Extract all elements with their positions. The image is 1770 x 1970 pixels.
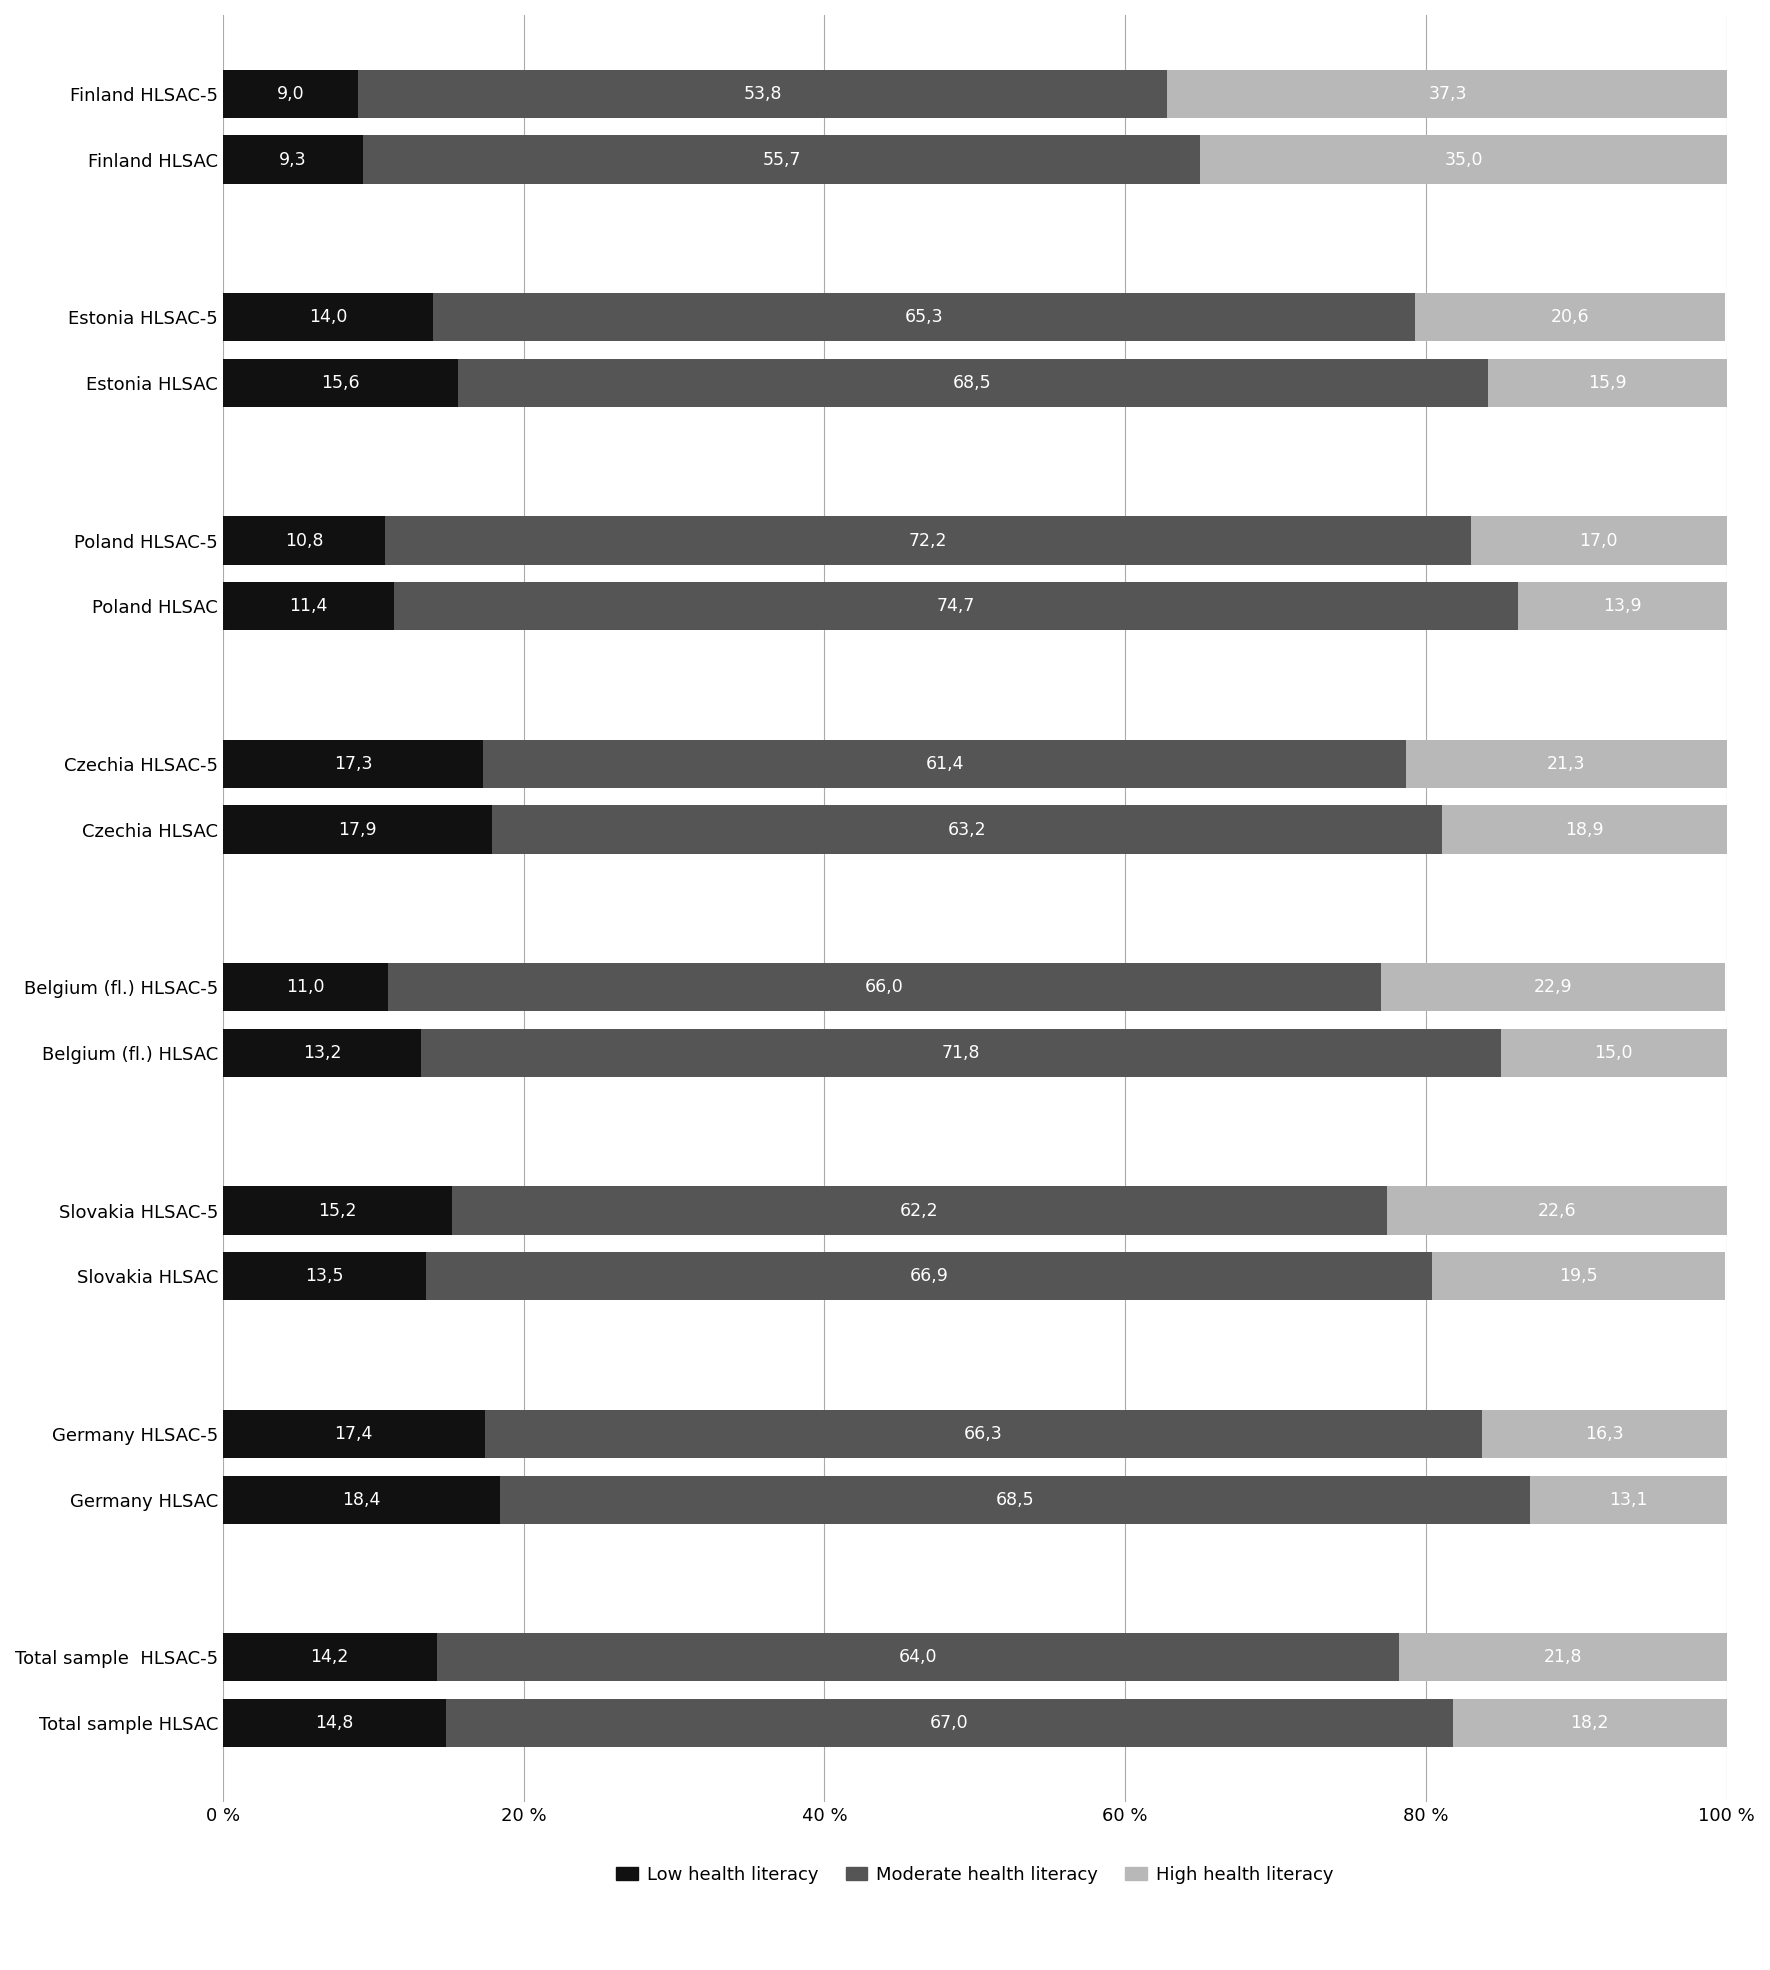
Bar	[223, 741, 483, 788]
Text: 35,0: 35,0	[1444, 150, 1483, 169]
Text: 61,4: 61,4	[926, 755, 965, 772]
Bar	[223, 136, 363, 183]
Text: 66,3: 66,3	[963, 1424, 1002, 1442]
Bar	[427, 1253, 1432, 1300]
Text: 68,5: 68,5	[995, 1491, 1034, 1509]
Bar	[223, 806, 492, 853]
Text: 74,7: 74,7	[936, 597, 975, 615]
Text: 17,4: 17,4	[335, 1424, 373, 1442]
Bar	[223, 1698, 446, 1747]
Bar	[1166, 69, 1728, 118]
Text: 13,1: 13,1	[1609, 1491, 1648, 1509]
Bar	[223, 581, 395, 630]
Text: 65,3: 65,3	[904, 307, 943, 327]
Legend: Low health literacy, Moderate health literacy, High health literacy: Low health literacy, Moderate health lit…	[609, 1858, 1340, 1891]
Text: 11,0: 11,0	[287, 979, 326, 997]
Text: 11,4: 11,4	[290, 597, 327, 615]
Bar	[485, 1411, 1481, 1458]
Bar	[437, 1633, 1398, 1680]
Text: 68,5: 68,5	[954, 374, 991, 392]
Bar	[499, 1476, 1529, 1523]
Text: 21,8: 21,8	[1543, 1649, 1582, 1667]
Text: 9,3: 9,3	[280, 150, 306, 169]
Text: 13,2: 13,2	[303, 1044, 342, 1062]
Bar	[1501, 1028, 1726, 1078]
Text: 53,8: 53,8	[743, 85, 782, 102]
Text: 15,6: 15,6	[320, 374, 359, 392]
Bar	[446, 1698, 1453, 1747]
Bar	[1432, 1253, 1726, 1300]
Text: 14,2: 14,2	[310, 1649, 349, 1667]
Text: 13,9: 13,9	[1604, 597, 1641, 615]
Text: 63,2: 63,2	[949, 821, 986, 839]
Bar	[1381, 963, 1726, 1011]
Text: 55,7: 55,7	[763, 150, 800, 169]
Text: 15,9: 15,9	[1588, 374, 1627, 392]
Bar	[1529, 1476, 1726, 1523]
Text: 17,9: 17,9	[338, 821, 377, 839]
Text: 9,0: 9,0	[276, 85, 304, 102]
Text: 22,6: 22,6	[1538, 1202, 1575, 1219]
Bar	[386, 516, 1471, 565]
Text: 64,0: 64,0	[899, 1649, 936, 1667]
Text: 17,0: 17,0	[1579, 532, 1618, 550]
Bar	[1200, 136, 1726, 183]
Bar	[1388, 1186, 1726, 1235]
Text: 15,0: 15,0	[1595, 1044, 1634, 1062]
Text: 21,3: 21,3	[1547, 755, 1586, 772]
Bar	[223, 1476, 499, 1523]
Bar	[421, 1028, 1501, 1078]
Text: 71,8: 71,8	[942, 1044, 981, 1062]
Bar	[388, 963, 1381, 1011]
Text: 67,0: 67,0	[929, 1714, 968, 1732]
Bar	[223, 294, 434, 341]
Bar	[492, 806, 1443, 853]
Bar	[223, 1028, 421, 1078]
Bar	[358, 69, 1166, 118]
Bar	[1487, 359, 1726, 408]
Bar	[1481, 1411, 1726, 1458]
Text: 22,9: 22,9	[1533, 979, 1572, 997]
Bar	[1416, 294, 1726, 341]
Text: 14,8: 14,8	[315, 1714, 354, 1732]
Bar	[458, 359, 1487, 408]
Bar	[363, 136, 1200, 183]
Text: 18,2: 18,2	[1570, 1714, 1609, 1732]
Text: 20,6: 20,6	[1551, 307, 1589, 327]
Text: 14,0: 14,0	[310, 307, 347, 327]
Text: 62,2: 62,2	[899, 1202, 938, 1219]
Bar	[1407, 741, 1726, 788]
Bar	[223, 69, 358, 118]
Text: 66,9: 66,9	[910, 1267, 949, 1284]
Bar	[223, 1253, 427, 1300]
Text: 72,2: 72,2	[910, 532, 947, 550]
Text: 13,5: 13,5	[304, 1267, 343, 1284]
Text: 18,4: 18,4	[342, 1491, 381, 1509]
Text: 10,8: 10,8	[285, 532, 324, 550]
Bar	[223, 1186, 451, 1235]
Bar	[1398, 1633, 1726, 1680]
Bar	[395, 581, 1517, 630]
Bar	[223, 1411, 485, 1458]
Text: 37,3: 37,3	[1428, 85, 1467, 102]
Bar	[451, 1186, 1388, 1235]
Text: 19,5: 19,5	[1559, 1267, 1598, 1284]
Bar	[223, 359, 458, 408]
Text: 17,3: 17,3	[335, 755, 372, 772]
Bar	[223, 963, 388, 1011]
Bar	[1517, 581, 1726, 630]
Bar	[434, 294, 1416, 341]
Bar	[223, 1633, 437, 1680]
Bar	[1471, 516, 1726, 565]
Bar	[483, 741, 1407, 788]
Text: 16,3: 16,3	[1584, 1424, 1623, 1442]
Bar	[1453, 1698, 1726, 1747]
Text: 66,0: 66,0	[866, 979, 904, 997]
Text: 18,9: 18,9	[1565, 821, 1604, 839]
Bar	[1443, 806, 1726, 853]
Text: 15,2: 15,2	[319, 1202, 356, 1219]
Bar	[223, 516, 386, 565]
